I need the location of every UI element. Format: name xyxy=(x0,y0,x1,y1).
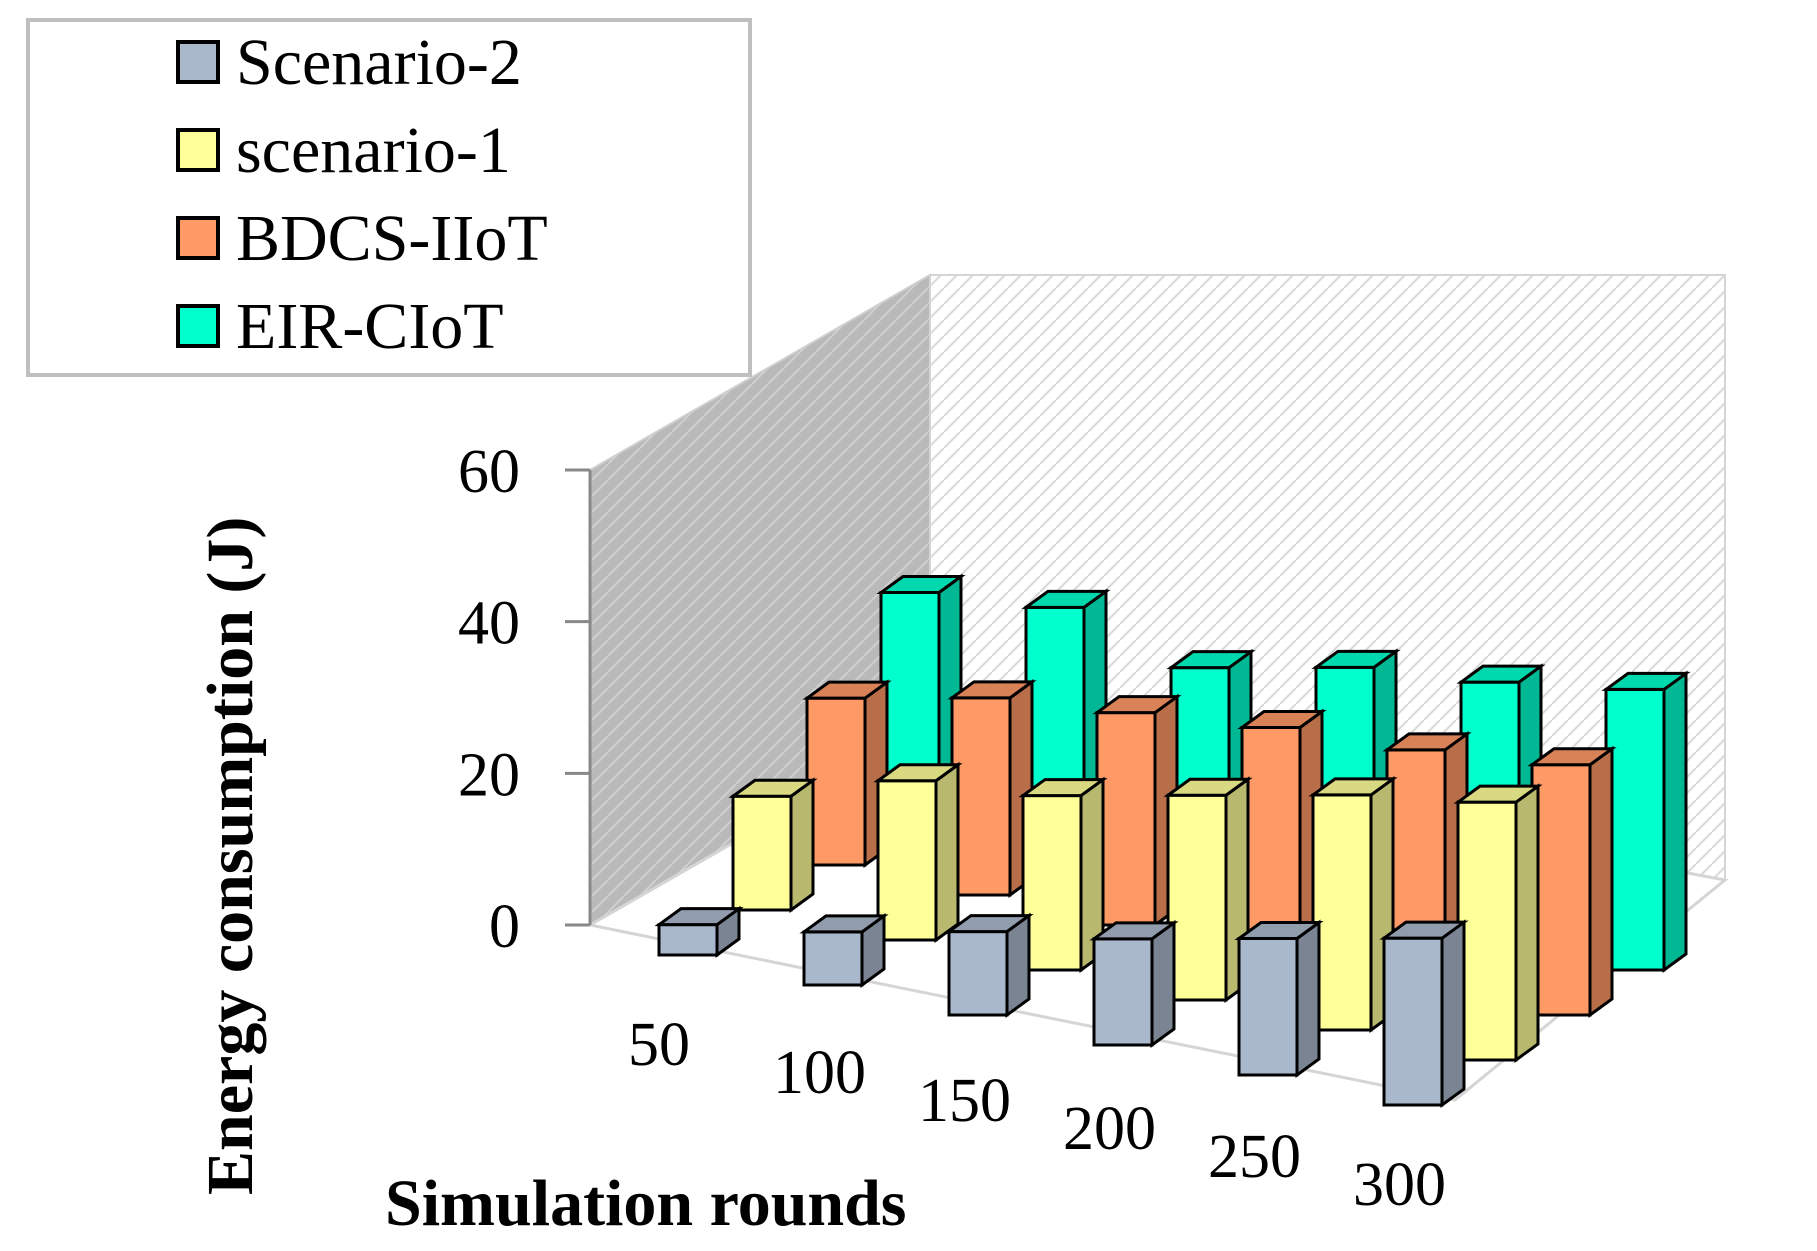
x-tick-label: 150 xyxy=(918,1067,1011,1135)
y-axis: 0 20 40 60 xyxy=(458,438,592,961)
bar-top xyxy=(1453,784,1543,804)
bar-front xyxy=(1166,793,1228,1002)
bar xyxy=(944,912,1034,1018)
bar-top xyxy=(1382,732,1472,752)
bar xyxy=(947,678,1037,898)
bar-top xyxy=(1379,920,1469,940)
bar-side xyxy=(1588,745,1614,1018)
bar-top xyxy=(876,575,966,594)
y-tick-label: 20 xyxy=(458,741,520,809)
bar-top xyxy=(1308,777,1398,797)
bar-side xyxy=(789,777,815,913)
bar-front xyxy=(1021,794,1083,972)
x-tick-label: 100 xyxy=(773,1039,866,1107)
bar-front xyxy=(947,930,1009,1017)
bar-side xyxy=(1662,670,1688,973)
bar-top xyxy=(1311,649,1401,669)
bar-front xyxy=(1456,800,1518,1062)
bar xyxy=(873,761,963,943)
bar-side xyxy=(1514,783,1540,1063)
bar-top xyxy=(1456,664,1546,684)
bar-side xyxy=(934,761,960,943)
bar-front xyxy=(950,696,1012,897)
bar xyxy=(1237,708,1327,958)
bar-front xyxy=(802,930,864,987)
bar-side xyxy=(1150,919,1176,1048)
bars xyxy=(654,573,1691,1108)
bar xyxy=(1453,783,1543,1063)
bar-front xyxy=(657,923,719,957)
bar-side xyxy=(1440,919,1466,1108)
bar-top xyxy=(1601,671,1691,691)
legend-swatch xyxy=(176,128,220,172)
bar-top xyxy=(944,914,1034,934)
legend: Scenario-2 scenario-1 BDCS-IIoT EIR-CIoT xyxy=(26,18,752,377)
bar xyxy=(1601,670,1691,973)
bar-top xyxy=(728,778,818,798)
bar-top xyxy=(1163,777,1253,797)
legend-label: EIR-CIoT xyxy=(236,290,504,363)
bar-front xyxy=(1604,687,1666,972)
y-tick-label: 0 xyxy=(489,893,520,961)
legend-swatch xyxy=(176,40,220,84)
bar-top xyxy=(802,680,892,700)
bar xyxy=(1163,776,1253,1003)
bar-top xyxy=(1527,747,1617,767)
legend-items: Scenario-2 scenario-1 BDCS-IIoT EIR-CIoT xyxy=(176,26,548,363)
bar-top xyxy=(799,914,889,934)
bar xyxy=(1092,693,1182,928)
y-tick-label: 40 xyxy=(458,590,520,658)
y-ticks: 0 20 40 60 xyxy=(458,438,590,961)
x-tick-label: 300 xyxy=(1353,1151,1446,1219)
bar-top xyxy=(1089,921,1179,941)
legend-swatch xyxy=(176,216,220,260)
bar-top xyxy=(1234,921,1324,940)
y-axis-title: Energy consumption (J) xyxy=(194,517,267,1195)
bar-top xyxy=(947,680,1037,700)
bar xyxy=(728,777,818,913)
bar xyxy=(1308,775,1398,1033)
bar-top xyxy=(1021,589,1111,609)
x-tick-label: 250 xyxy=(1208,1123,1301,1191)
x-tick-label: 200 xyxy=(1063,1095,1156,1163)
y-tick-label: 60 xyxy=(458,438,520,506)
bar-side xyxy=(1295,919,1321,1078)
bar-top xyxy=(1237,710,1327,729)
x-axis-title: Simulation rounds xyxy=(385,1167,907,1240)
legend-label: BDCS-IIoT xyxy=(236,202,548,275)
bar-top xyxy=(1166,650,1256,670)
bar xyxy=(802,679,892,868)
bar-front xyxy=(1311,793,1373,1032)
legend-box xyxy=(26,18,752,377)
bar xyxy=(1234,919,1324,1078)
bar xyxy=(654,905,744,958)
legend-label: scenario-1 xyxy=(236,114,511,187)
bar xyxy=(1379,919,1469,1108)
bar-front xyxy=(1237,937,1299,1077)
bar-top xyxy=(873,763,963,783)
bar-top xyxy=(654,907,744,927)
bar xyxy=(1018,776,1108,973)
x-tick-label: 50 xyxy=(628,1011,690,1079)
bar-top xyxy=(1018,778,1108,798)
bar xyxy=(1089,919,1179,1048)
bar-front xyxy=(876,779,938,942)
legend-swatch xyxy=(176,304,220,348)
bar-front xyxy=(805,696,867,867)
legend-label: Scenario-2 xyxy=(236,26,522,99)
bar xyxy=(799,912,889,988)
bar-front xyxy=(1095,711,1157,927)
bar-top xyxy=(1092,695,1182,715)
x-ticks: 50 100 150 200 250 300 xyxy=(628,1011,1446,1219)
bar-front xyxy=(1092,937,1154,1047)
bar-front xyxy=(1240,726,1302,957)
bar xyxy=(1527,745,1617,1018)
bar-front xyxy=(1530,763,1592,1017)
bar-front xyxy=(1382,936,1444,1107)
bar-front xyxy=(731,794,793,912)
